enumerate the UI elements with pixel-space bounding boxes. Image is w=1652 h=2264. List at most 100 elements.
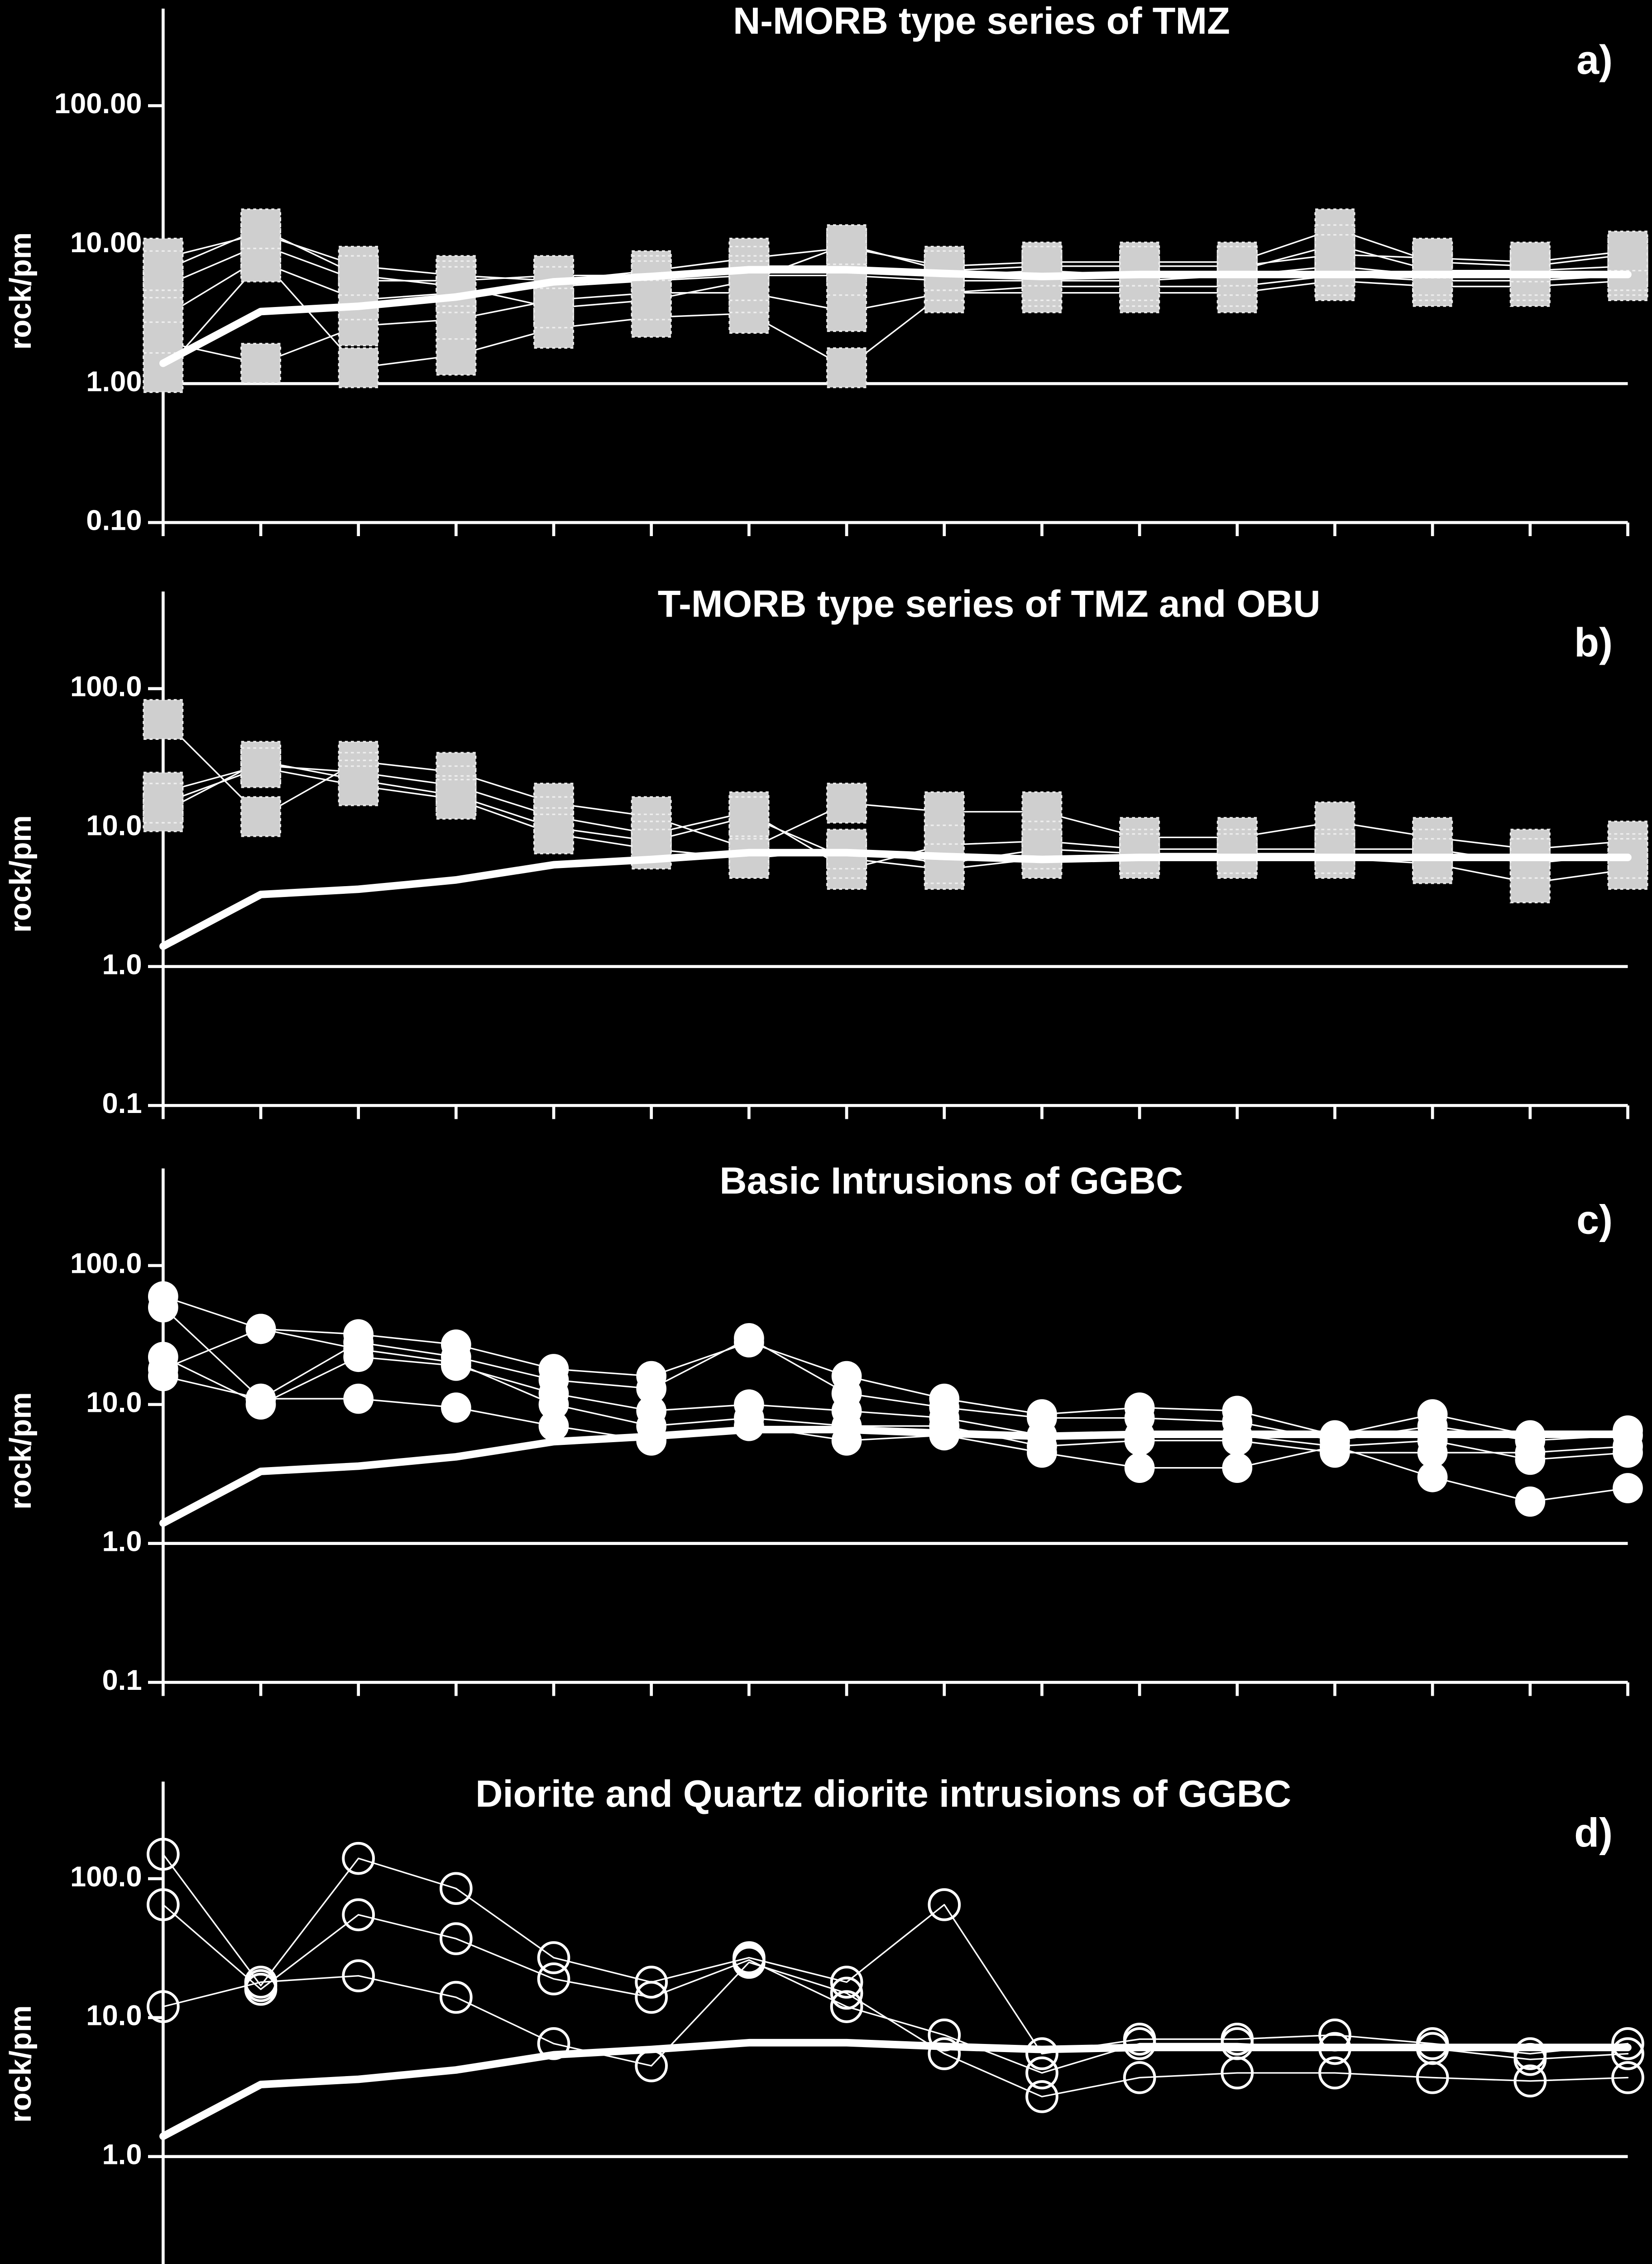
marker [1221, 2056, 1254, 2090]
marker [244, 1972, 278, 2006]
marker [1025, 2056, 1058, 2090]
marker [928, 2037, 961, 2070]
marker [245, 1314, 276, 1344]
series-line [162, 274, 1629, 364]
marker [342, 1842, 375, 1875]
marker [440, 1922, 473, 1955]
marker [436, 779, 477, 820]
marker [538, 1389, 569, 1420]
marker [148, 1354, 178, 1384]
panel-label: d) [1574, 1810, 1613, 1856]
marker [537, 1962, 570, 1995]
marker [240, 343, 282, 384]
y-tick-label: 100.0 [70, 1861, 142, 1893]
marker [537, 1941, 570, 1974]
marker [343, 1383, 374, 1414]
marker [830, 1976, 863, 2010]
y-tick-label: 1.0 [102, 2139, 142, 2170]
marker [1119, 245, 1160, 287]
marker [143, 250, 184, 291]
marker [338, 255, 379, 296]
marker [146, 1990, 180, 2023]
y-tick-label: 10.0 [86, 1387, 142, 1419]
marker [1119, 833, 1160, 874]
series-line [159, 1425, 1632, 1527]
marker [1216, 833, 1258, 874]
marker [537, 2027, 570, 2060]
marker [1216, 245, 1258, 287]
y-tick-label: 1.0 [102, 949, 142, 980]
panel-label: a) [1576, 37, 1613, 83]
marker [143, 699, 184, 740]
marker [342, 1898, 375, 1932]
marker [830, 1966, 863, 1999]
panel-label: b) [1574, 620, 1613, 666]
marker [1607, 230, 1648, 272]
marker [1417, 1462, 1448, 1492]
marker [143, 782, 184, 824]
marker [1611, 2037, 1644, 2070]
y-tick-label: 1.0 [102, 1525, 142, 1557]
panel-label: c) [1576, 1197, 1613, 1242]
marker [240, 208, 282, 249]
marker [441, 1392, 471, 1423]
marker [245, 1383, 276, 1414]
y-axis-label: rock/pm [4, 2005, 38, 2123]
series-line [162, 719, 1629, 850]
marker [636, 1373, 667, 1404]
marker [436, 335, 477, 376]
chart-title: Basic Intrusions of GGBC [719, 1160, 1183, 1202]
marker [826, 224, 867, 265]
marker [924, 843, 965, 884]
y-axis-label: rock/pm [4, 232, 38, 350]
y-tick-label: 10.00 [70, 227, 142, 259]
chart-title: N-MORB type series of TMZ [733, 0, 1230, 42]
marker [733, 1946, 766, 1979]
marker [533, 288, 575, 329]
series-line [162, 1295, 1629, 1436]
chart-title: Diorite and Quartz diorite intrusions of… [475, 1773, 1291, 1815]
series-line [162, 1375, 1629, 1502]
marker [826, 347, 867, 389]
marker [440, 1872, 473, 1905]
marker [1314, 234, 1355, 275]
marker [1320, 1437, 1350, 1468]
series-line [162, 1356, 1629, 1461]
series-line [162, 244, 1629, 288]
marker [1222, 1425, 1253, 1456]
series-line [162, 228, 1629, 309]
marker [240, 796, 282, 837]
marker [1025, 2037, 1058, 2070]
y-tick-label: 0.1 [102, 1664, 142, 1696]
marker [734, 1323, 764, 1353]
marker [338, 347, 379, 389]
series-line [159, 266, 1632, 367]
series-line [162, 1853, 1629, 2055]
marker [635, 1981, 668, 2014]
marker [146, 1837, 180, 1871]
marker [1515, 1437, 1546, 1468]
series-line [159, 2039, 1632, 2140]
marker [1611, 2027, 1644, 2060]
chart-title: T-MORB type series of TMZ and OBU [658, 583, 1321, 625]
marker [342, 1959, 375, 1992]
series-line [162, 257, 1629, 369]
marker [1314, 833, 1355, 874]
marker [1025, 2080, 1058, 2113]
marker [631, 279, 672, 321]
y-tick-label: 10.0 [86, 810, 142, 841]
marker [1417, 1437, 1448, 1468]
marker [1222, 1453, 1253, 1483]
series-line [162, 1328, 1629, 1453]
marker [1123, 2061, 1156, 2094]
y-axis-label: rock/pm [4, 1392, 38, 1509]
marker [244, 1966, 278, 1999]
marker [1513, 2064, 1547, 2098]
marker [1611, 2061, 1644, 2094]
y-tick-label: 100.00 [54, 88, 142, 120]
marker [538, 1410, 569, 1441]
marker [1124, 1453, 1155, 1483]
y-tick-label: 0.10 [86, 505, 142, 537]
marker [1613, 1473, 1643, 1503]
